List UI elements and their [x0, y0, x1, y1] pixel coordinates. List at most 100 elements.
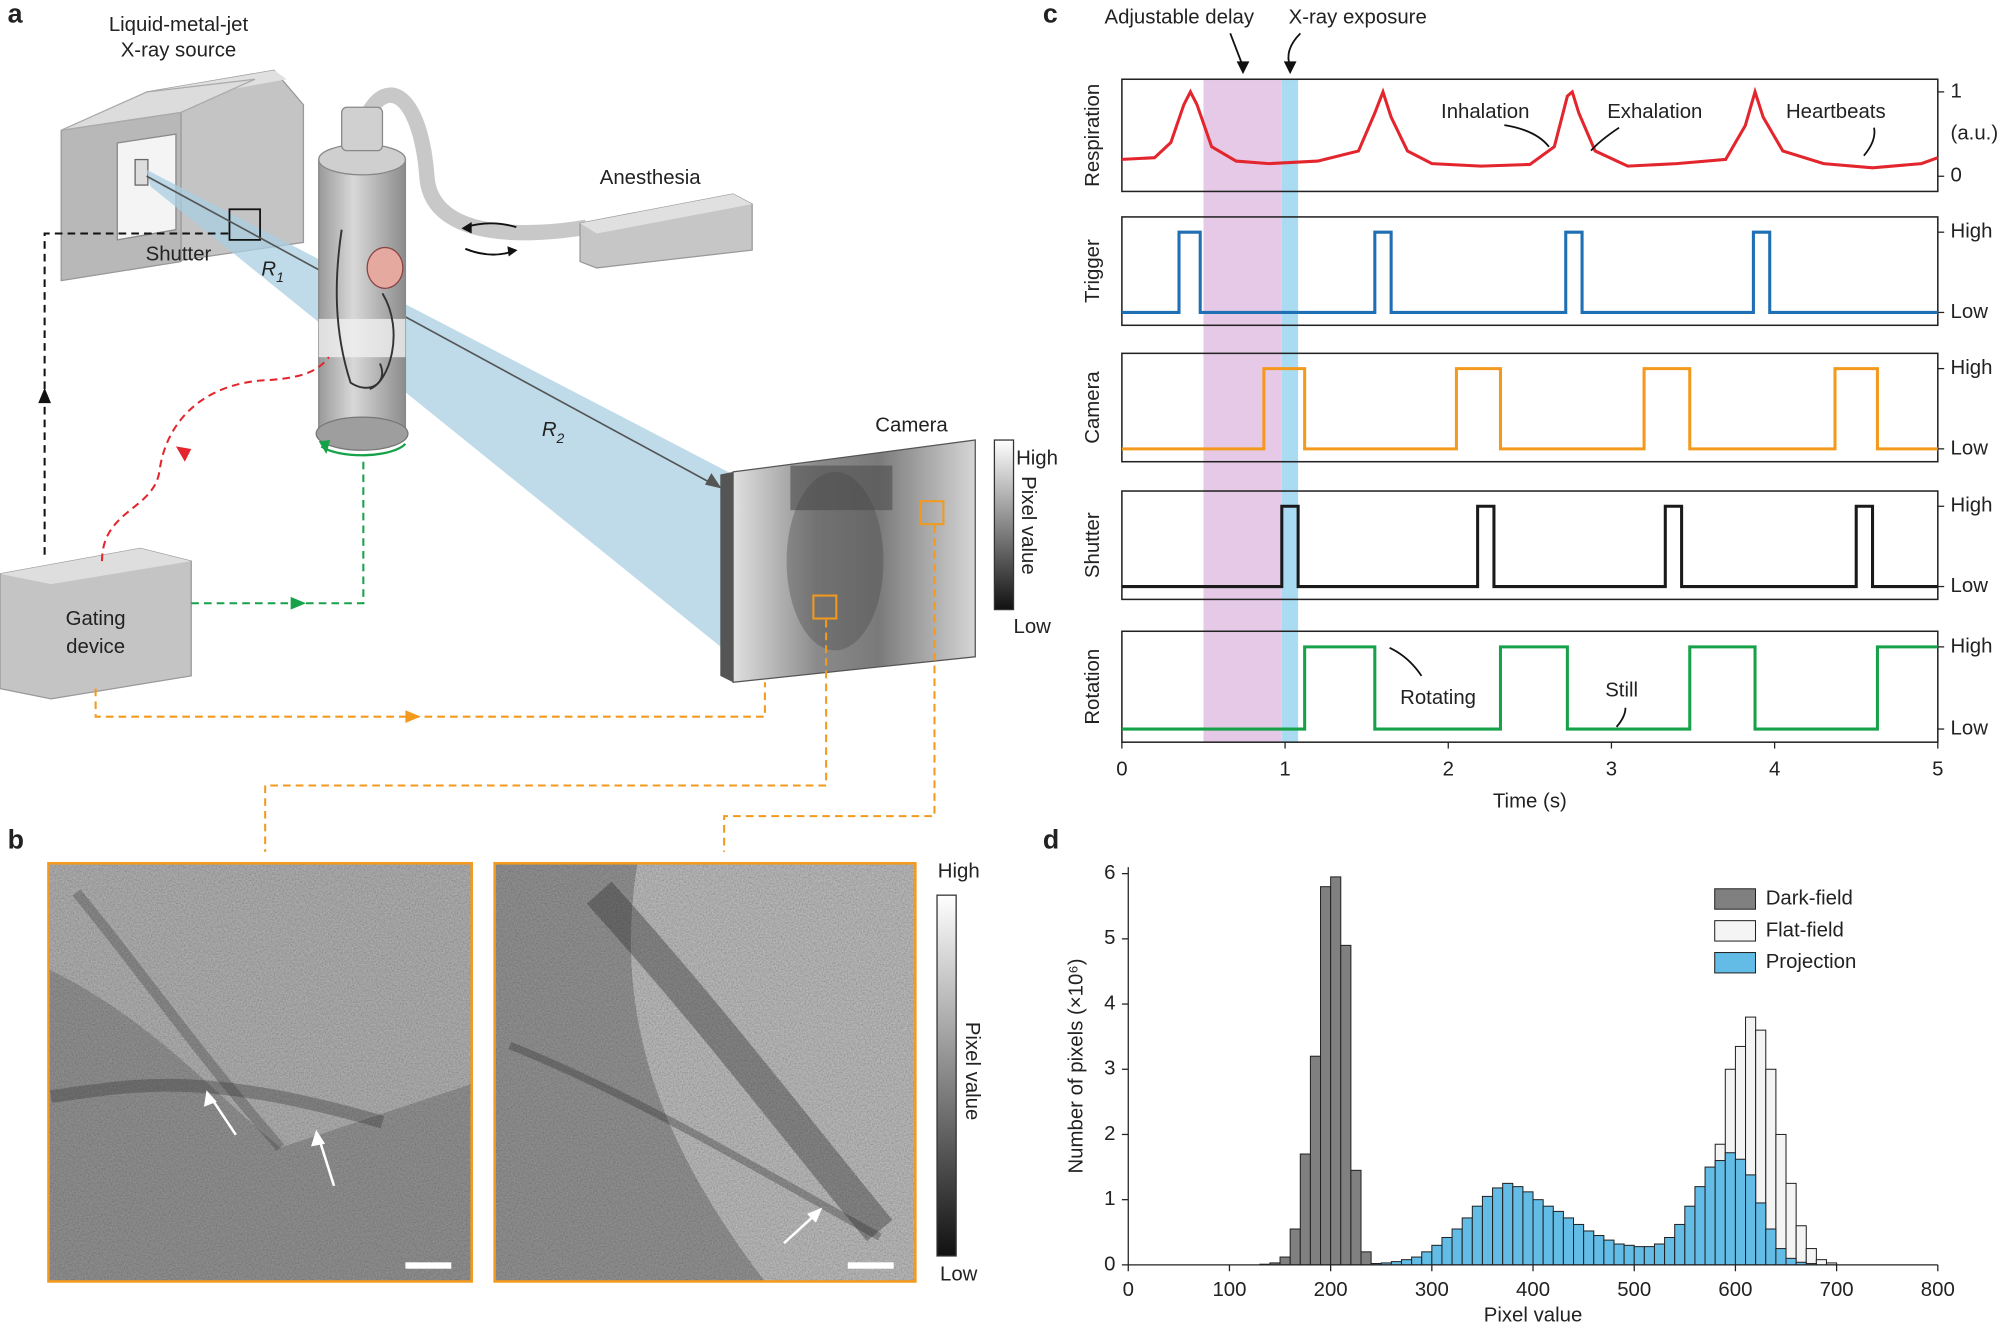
legend-label: Projection	[1766, 951, 1857, 973]
histogram-bar	[1623, 1244, 1635, 1266]
histogram-bar	[1745, 1174, 1757, 1266]
histogram-bar	[1734, 1158, 1747, 1266]
symbol: R	[261, 259, 276, 281]
anesthesia-label: Anesthesia	[600, 167, 701, 189]
trace	[1121, 504, 1938, 589]
x-axis-label: Time (s)	[1493, 790, 1567, 812]
annotation-arrow	[1615, 707, 1627, 728]
camera-label: Camera	[875, 414, 948, 436]
legend-swatch	[1714, 888, 1757, 910]
colorbar-label: Pixel value	[961, 1022, 983, 1121]
histogram-bar	[1593, 1235, 1605, 1266]
annotation-arrow	[1389, 647, 1423, 677]
gating-label: Gating	[66, 608, 126, 630]
region-label: X-ray exposure	[1289, 6, 1427, 28]
histogram-bar	[1603, 1239, 1615, 1266]
histogram-bar	[1775, 1133, 1787, 1266]
histogram-bar	[1492, 1187, 1504, 1266]
region-label: Adjustable delay	[1104, 6, 1254, 28]
micrographs	[47, 862, 957, 1283]
y-tick-label: 1	[1951, 80, 1962, 102]
legend-swatch	[1714, 920, 1757, 942]
histogram-bar	[1684, 1205, 1696, 1266]
annotation-arrow	[1590, 126, 1620, 152]
histogram-bar	[1714, 1160, 1726, 1266]
x-tick-label: 100	[1212, 1279, 1246, 1301]
x-tick-label: 700	[1820, 1279, 1854, 1301]
histogram-bar	[1340, 944, 1352, 1266]
x-tick-label: 0	[1116, 759, 1127, 781]
distance-label: R1	[261, 259, 284, 285]
x-tick-label: 300	[1415, 1279, 1449, 1301]
histogram-bar	[1583, 1230, 1595, 1266]
y-tick-label: High	[1951, 357, 1993, 379]
histogram-bar	[1330, 876, 1342, 1266]
panel-label: d	[1043, 825, 1059, 855]
histogram-bar	[1664, 1236, 1676, 1266]
y-tick-label: Low	[1951, 301, 1989, 323]
x-tick-label: 2	[1443, 759, 1454, 781]
panel-label: c	[1043, 0, 1058, 29]
y-axis-label: Camera	[1082, 371, 1104, 444]
legend-label: Flat-field	[1766, 919, 1844, 941]
gating-label: device	[66, 636, 125, 658]
y-axis-label: Shutter	[1082, 512, 1104, 578]
histogram-bar	[1765, 1228, 1777, 1266]
histogram-bar	[1613, 1243, 1625, 1266]
y-axis-label: Respiration	[1082, 84, 1104, 187]
trace	[1121, 230, 1938, 314]
annotation-arrow	[1863, 127, 1876, 157]
histogram-bar	[1724, 1152, 1736, 1266]
histogram-bar	[1633, 1246, 1645, 1266]
histogram-bar	[1532, 1199, 1544, 1266]
histogram-bar	[1805, 1248, 1817, 1266]
y-axis-label: Rotation	[1082, 649, 1104, 725]
x-tick-label: 0	[1123, 1279, 1134, 1301]
histogram-bar	[1461, 1217, 1473, 1266]
trace	[1121, 367, 1938, 451]
distance-label: R2	[542, 420, 565, 446]
annotation: Heartbeats	[1786, 101, 1886, 123]
shaded-region	[1203, 79, 1282, 743]
y-tick-label: Low	[1951, 575, 1989, 597]
trace	[1121, 645, 1938, 731]
histogram-bar	[1360, 1251, 1372, 1266]
y-tick-label: 2	[1104, 1123, 1115, 1145]
x-tick-label: 500	[1617, 1279, 1651, 1301]
symbol: R	[542, 420, 557, 442]
unit-label: (a.u.)	[1951, 122, 1999, 144]
x-tick-label: 200	[1314, 1279, 1348, 1301]
y-tick-label: 0	[1951, 165, 1962, 187]
histogram-bar	[1674, 1223, 1686, 1266]
colorbar-low: Low	[1014, 616, 1052, 638]
subplot-frame	[1121, 352, 1939, 463]
histogram-bar	[1694, 1186, 1706, 1266]
histogram-bar	[1289, 1228, 1301, 1266]
arrow-head	[1236, 61, 1250, 75]
panel-label: b	[8, 825, 24, 855]
x-tick-label: 4	[1769, 759, 1780, 781]
y-tick-label: High	[1951, 221, 1993, 243]
source-label: Liquid-metal-jet	[109, 14, 249, 36]
y-tick-label: 1	[1104, 1188, 1115, 1210]
x-tick-label: 800	[1921, 1279, 1955, 1301]
legend-label: Dark-field	[1766, 887, 1853, 909]
colorbar-high: High	[938, 861, 980, 883]
y-tick-label: Low	[1951, 437, 1989, 459]
histogram-bar	[1431, 1244, 1443, 1266]
colorbar-high: High	[1016, 448, 1058, 470]
histogram-bar	[1279, 1256, 1291, 1266]
y-tick-label: 0	[1104, 1253, 1115, 1275]
shutter-label: Shutter	[146, 244, 212, 266]
y-tick-label: 5	[1104, 927, 1115, 949]
shaded-region	[1281, 79, 1299, 743]
subscript: 2	[556, 429, 565, 445]
histogram-bar	[1320, 886, 1332, 1266]
histogram-bar	[1400, 1259, 1413, 1266]
x-tick-label: 400	[1516, 1279, 1550, 1301]
histogram-bar	[1562, 1217, 1575, 1266]
histogram-bar	[1502, 1182, 1514, 1266]
histogram-bar	[1643, 1246, 1655, 1266]
histogram-bar	[1471, 1205, 1483, 1266]
